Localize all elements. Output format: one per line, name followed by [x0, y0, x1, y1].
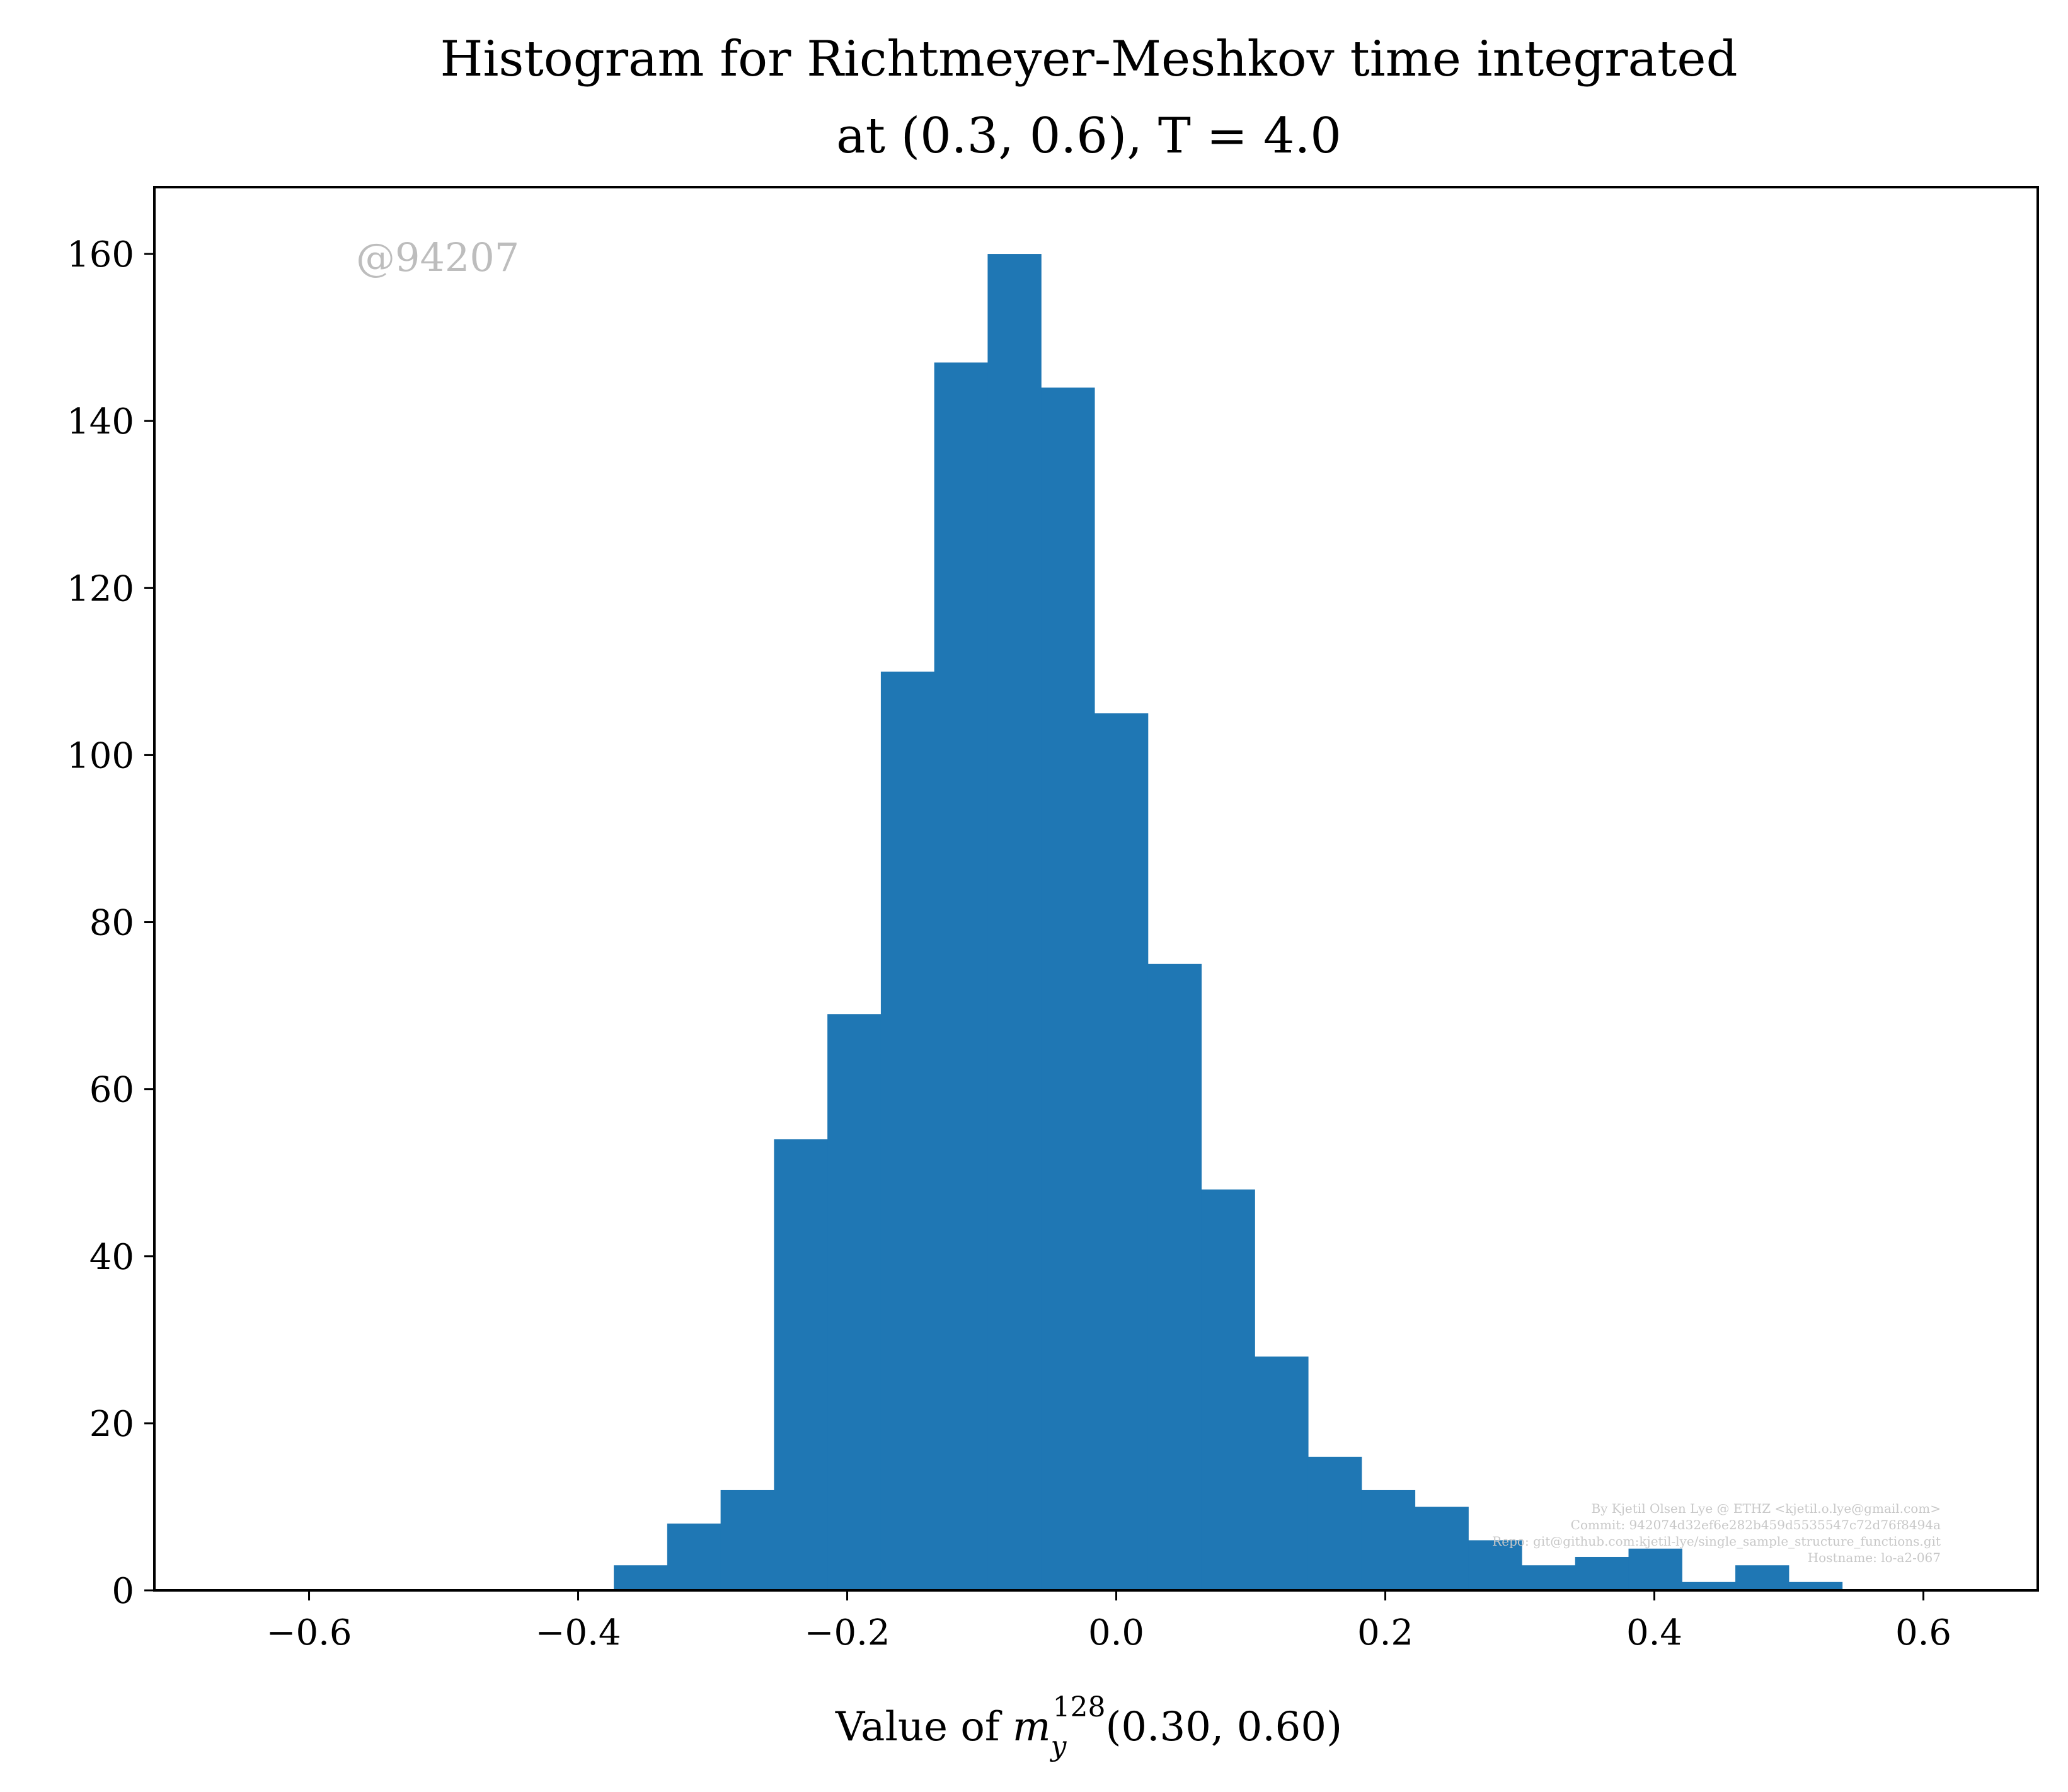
histogram-bar: [1147, 963, 1202, 1590]
credit-author: By Kjetil Olsen Lye @ ETHZ <kjetil.o.lye…: [1591, 1501, 1941, 1516]
x-axis-label-subscript: y: [1050, 1730, 1067, 1762]
y-tick-label: 100: [67, 735, 134, 776]
histogram-bar: [934, 362, 989, 1591]
histogram-bar: [1201, 1189, 1255, 1590]
x-axis-label-superscript: 128: [1052, 1691, 1105, 1723]
x-axis-ticks: −0.6 −0.4 −0.2 0.0 0.2 0.4 0.6: [267, 1590, 1951, 1653]
x-tick-label: 0.0: [1088, 1612, 1144, 1653]
x-tick-label: 0.2: [1357, 1612, 1413, 1653]
credits-block: By Kjetil Olsen Lye @ ETHZ <kjetil.o.lye…: [1492, 1501, 1941, 1565]
histogram-bars: [614, 254, 1843, 1591]
histogram-bar: [667, 1523, 721, 1590]
y-tick-label: 40: [89, 1237, 134, 1278]
y-tick-label: 160: [67, 234, 134, 275]
histogram-bar: [614, 1565, 668, 1590]
histogram-bar: [880, 671, 935, 1590]
histogram-bar: [1041, 388, 1095, 1590]
x-tick-label: 0.4: [1626, 1612, 1682, 1653]
y-axis-ticks: 0 20 40 60 80 100 120 140 160: [67, 234, 154, 1612]
y-tick-label: 60: [89, 1070, 134, 1111]
chart-title: Histogram for Richtmeyer-Meshkov time in…: [440, 31, 1737, 88]
x-axis-label-suffix: (0.30, 0.60): [1105, 1704, 1342, 1750]
x-axis-label-prefix: Value of: [835, 1704, 1013, 1750]
histogram-bar: [1468, 1540, 1522, 1590]
x-tick-label: −0.4: [536, 1612, 621, 1653]
y-tick-label: 20: [89, 1404, 134, 1445]
credit-repo: Repo: git@github.com:kjetil-lye/single_s…: [1492, 1534, 1941, 1549]
x-tick-label: −0.2: [805, 1612, 890, 1653]
credit-hostname: Hostname: lo-a2-067: [1808, 1550, 1941, 1565]
y-tick-label: 120: [67, 568, 134, 609]
histogram-bar: [1307, 1456, 1362, 1590]
histogram-bar: [827, 1014, 882, 1590]
chart-subtitle: at (0.3, 0.6), T = 4.0: [836, 108, 1341, 164]
y-tick-label: 140: [67, 401, 134, 442]
histogram-bar: [1735, 1565, 1789, 1590]
histogram-bar: [987, 254, 1042, 1590]
histogram-bar: [1682, 1582, 1736, 1590]
histogram-bar: [1628, 1548, 1682, 1590]
x-axis-label-variable: m: [1013, 1704, 1051, 1750]
histogram-bar: [1415, 1507, 1469, 1590]
plot-frame: [153, 186, 2039, 1592]
plot-area: −0.6 −0.4 −0.2 0.0 0.2 0.4 0.6 0 20 40 60 80 100 120…: [67, 186, 2039, 1653]
histogram-bar: [720, 1490, 774, 1590]
y-tick-label: 0: [112, 1571, 134, 1612]
x-tick-label: 0.6: [1895, 1612, 1951, 1653]
x-tick-label: −0.6: [267, 1612, 352, 1653]
histogram-bar: [1575, 1556, 1629, 1590]
histogram-bar: [774, 1139, 828, 1590]
credit-commit: Commit: 942074d32ef6e282b459d5535547c72d…: [1571, 1517, 1941, 1532]
histogram-bar: [1522, 1565, 1576, 1590]
histogram-bar: [1094, 713, 1149, 1591]
x-axis-label: Value of my 128(0.30, 0.60): [835, 1691, 1342, 1762]
watermark: @94207: [356, 234, 519, 280]
y-tick-label: 80: [89, 903, 134, 944]
histogram-bar: [1788, 1582, 1843, 1590]
histogram-bar: [1255, 1356, 1309, 1590]
histogram-bar: [1361, 1490, 1416, 1590]
